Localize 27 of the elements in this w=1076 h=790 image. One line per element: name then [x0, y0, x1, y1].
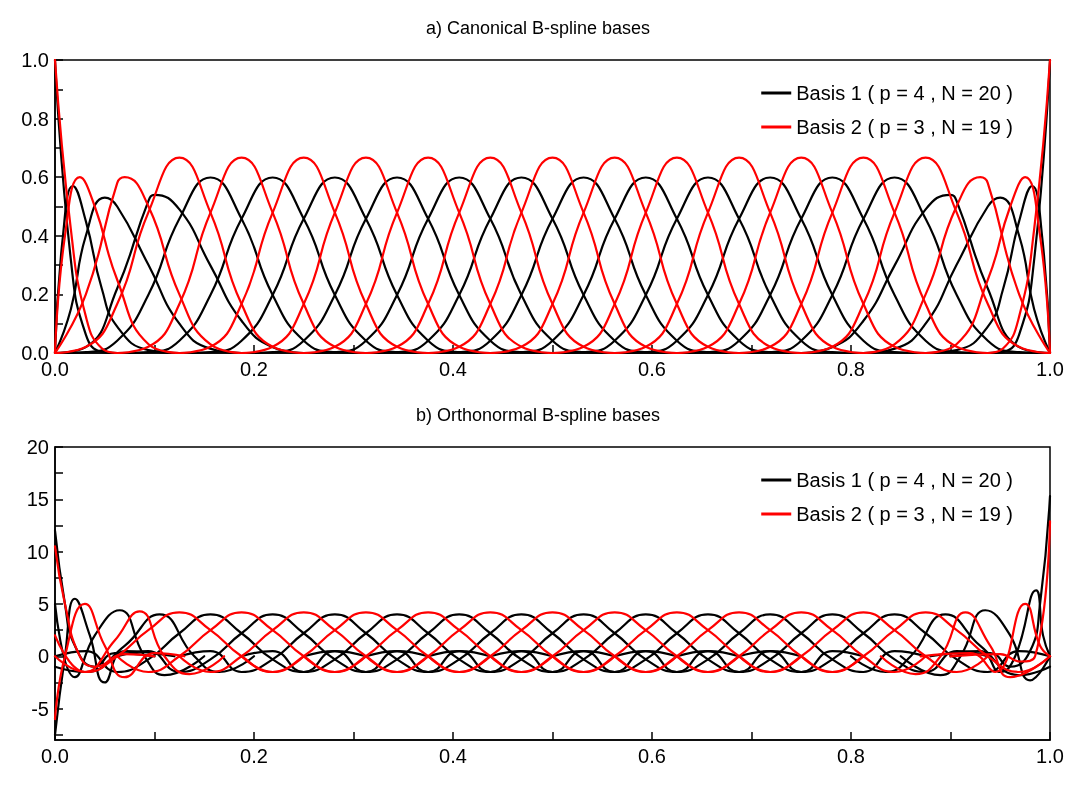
x-tick-label: 0.2: [240, 358, 268, 380]
x-tick-label: 0.8: [837, 745, 865, 767]
y-tick-label: 20: [26, 436, 49, 458]
x-tick-label: 0.6: [638, 358, 666, 380]
y-tick-label: 0.2: [21, 283, 49, 306]
x-tick-label: 0.2: [240, 745, 268, 767]
x-tick-label: 1.0: [1036, 745, 1064, 767]
legend-label: Basis 2 ( p = 3 , N = 19 ): [796, 116, 1014, 138]
legend-label: Basis 2 ( p = 3 , N = 19 ): [796, 503, 1014, 525]
x-tick-label: 0.6: [638, 745, 666, 767]
y-tick-label: 5: [37, 592, 49, 615]
x-tick-label: 0.4: [439, 358, 467, 380]
y-tick-label: 10: [26, 540, 49, 563]
x-tick-label: 0.4: [439, 745, 467, 767]
y-tick-label: 0.4: [21, 224, 49, 247]
legend-label: Basis 1 ( p = 4 , N = 20 ): [796, 469, 1014, 491]
y-tick-label: 0.6: [21, 166, 49, 189]
y-tick-label: -5: [31, 697, 49, 720]
chart-title: a) Canonical B-spline bases: [425, 18, 651, 38]
legend-label: Basis 1 ( p = 4 , N = 20 ): [796, 82, 1014, 104]
y-tick-label: 0.8: [21, 107, 49, 130]
x-tick-label: 0.8: [837, 358, 865, 380]
x-tick-label: 1.0: [1036, 358, 1064, 380]
chart-title: b) Orthonormal B-spline bases: [415, 405, 661, 425]
y-tick-label: 0: [37, 645, 49, 668]
y-tick-label: 1.0: [21, 49, 49, 71]
y-tick-label: 15: [26, 488, 49, 511]
